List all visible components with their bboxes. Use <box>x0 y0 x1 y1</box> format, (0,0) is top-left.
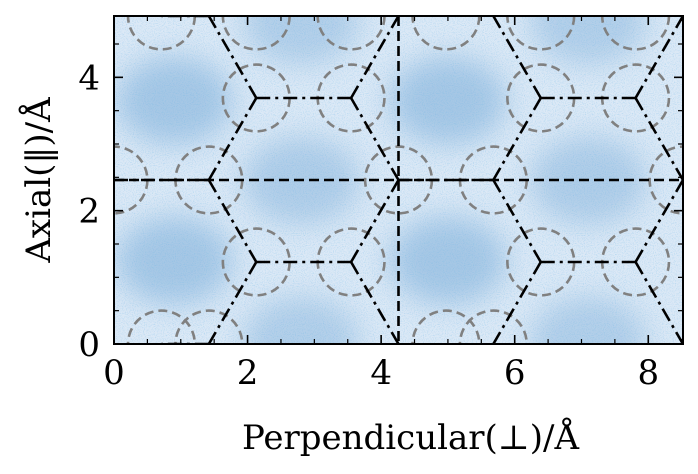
bond-line <box>207 16 258 99</box>
x-tick-label: 2 <box>237 353 259 393</box>
y-tick-label: 2 <box>78 192 100 232</box>
bond-line <box>492 16 542 99</box>
bond-line <box>349 261 400 344</box>
bond-line <box>207 179 258 263</box>
plot-area <box>114 16 683 344</box>
bond-line <box>349 16 400 99</box>
bond-line <box>492 179 542 263</box>
bond-line <box>634 179 683 263</box>
x-tick-label: 4 <box>370 353 392 393</box>
bond-line <box>634 261 683 344</box>
y-tick-label: 0 <box>78 325 100 365</box>
bond-line <box>349 179 400 263</box>
bond-line <box>492 261 542 344</box>
x-tick-label: 0 <box>103 353 125 393</box>
bond-line <box>634 16 683 99</box>
y-tick-label: 4 <box>78 58 100 98</box>
bond-line <box>634 97 683 181</box>
bond-line <box>207 97 258 181</box>
plot-frame <box>113 15 684 345</box>
bond-line <box>492 97 542 181</box>
x-axis-label: Perpendicular(⊥)/Å <box>242 417 579 458</box>
x-tick-label: 8 <box>637 353 659 393</box>
x-tick-label: 6 <box>504 353 526 393</box>
bond-line <box>207 261 258 344</box>
bond-line <box>349 97 400 181</box>
axes-frame <box>113 15 684 345</box>
axis-ticks: 0 2 4 6 8 0 2 4 <box>78 16 683 393</box>
y-axis-label: Axial(‖)/Å <box>18 97 59 264</box>
